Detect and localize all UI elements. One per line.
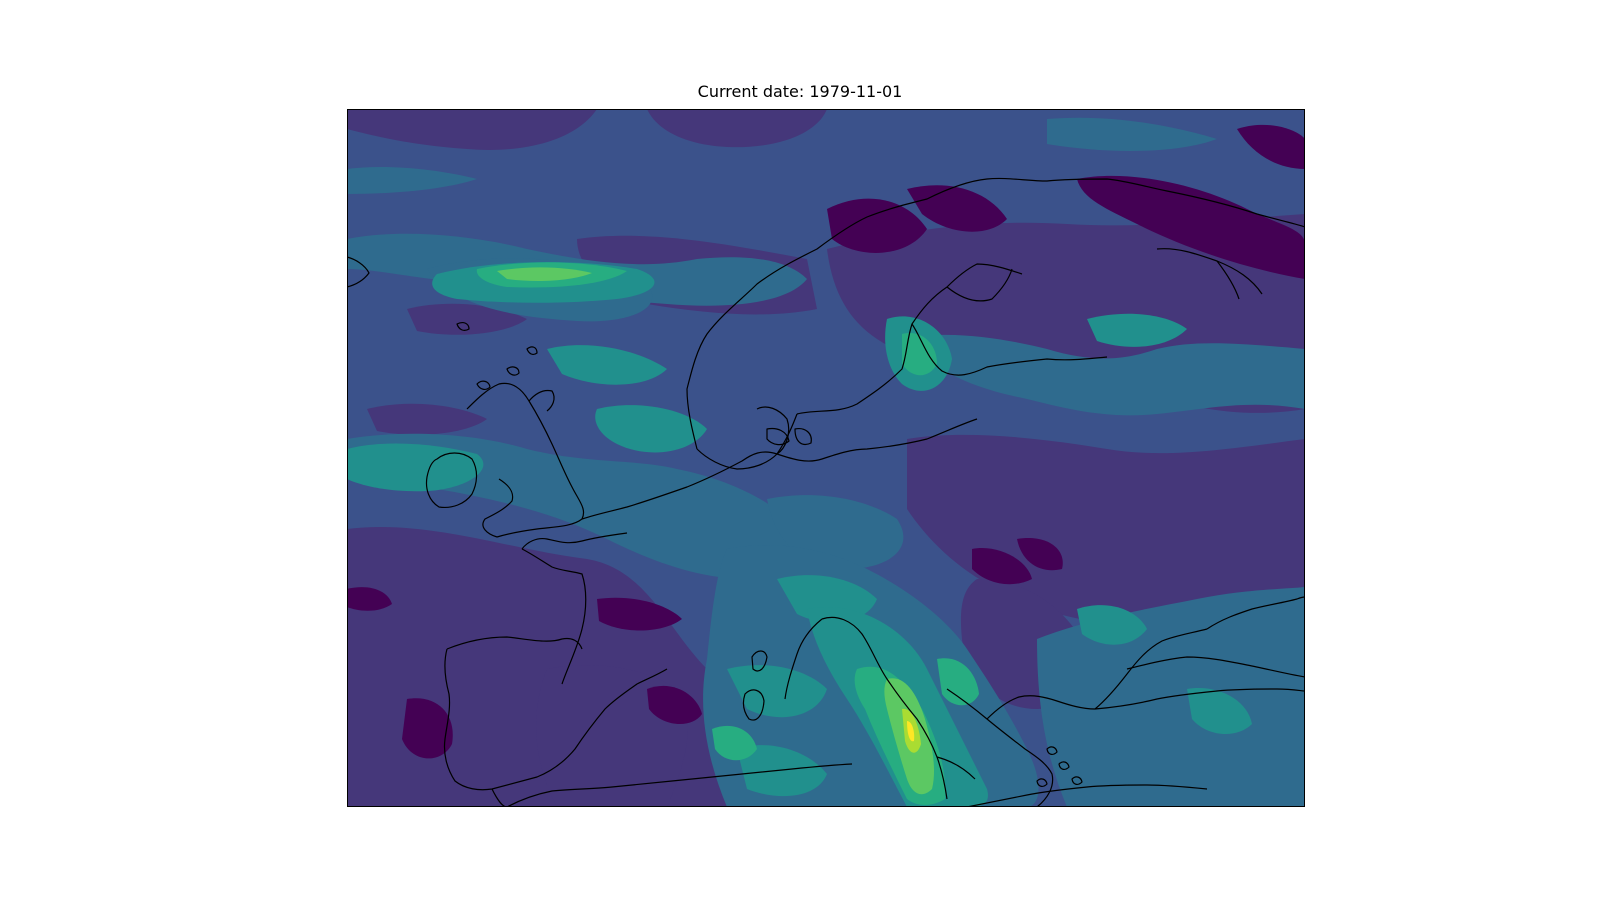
contour-band-level-5 bbox=[937, 658, 979, 706]
contour-band-level-6 bbox=[497, 267, 592, 281]
contour-band-level-1 bbox=[347, 109, 597, 150]
contour-band-level-0 bbox=[597, 597, 682, 631]
contour-band-level-4 bbox=[1087, 313, 1187, 347]
contour-band-level-4 bbox=[727, 665, 827, 718]
contour-band-level-1 bbox=[407, 303, 527, 335]
low-value-regions bbox=[347, 109, 1305, 807]
contour-map bbox=[347, 109, 1305, 807]
minimum-value-regions bbox=[347, 124, 1305, 759]
contour-band-level-3 bbox=[907, 334, 1305, 416]
contour-band-level-8 bbox=[907, 721, 915, 742]
contour-band-level-4 bbox=[1077, 605, 1147, 645]
contour-band-level-4 bbox=[1187, 688, 1252, 735]
map-title: Current date: 1979-11-01 bbox=[697, 82, 903, 101]
contour-band-level-1 bbox=[647, 109, 827, 148]
peak-value-regions bbox=[476, 262, 979, 805]
contour-band-level-3 bbox=[1047, 117, 1217, 151]
contour-band-level-5 bbox=[902, 333, 937, 376]
contour-band-level-3 bbox=[347, 167, 477, 194]
contour-band-level-5 bbox=[712, 725, 757, 761]
contour-band-level-0 bbox=[402, 698, 453, 759]
contour-band-level-0 bbox=[347, 587, 392, 611]
contour-band-level-4 bbox=[595, 405, 707, 453]
contour-band-level-0 bbox=[1237, 124, 1305, 169]
contour-band-level-0 bbox=[972, 548, 1032, 585]
contour-band-level-0 bbox=[647, 685, 702, 725]
contour-band-level-0 bbox=[1017, 538, 1063, 571]
contour-band-level-0 bbox=[827, 198, 927, 253]
contour-band-level-4 bbox=[737, 745, 827, 797]
contour-band-level-4 bbox=[347, 443, 484, 492]
map-frame bbox=[347, 109, 1305, 807]
contour-band-level-1 bbox=[367, 403, 487, 435]
map-panel bbox=[347, 109, 1305, 807]
contour-band-level-0 bbox=[1077, 175, 1305, 279]
coastlines bbox=[347, 177, 1305, 807]
contour-band-level-4 bbox=[547, 345, 667, 385]
